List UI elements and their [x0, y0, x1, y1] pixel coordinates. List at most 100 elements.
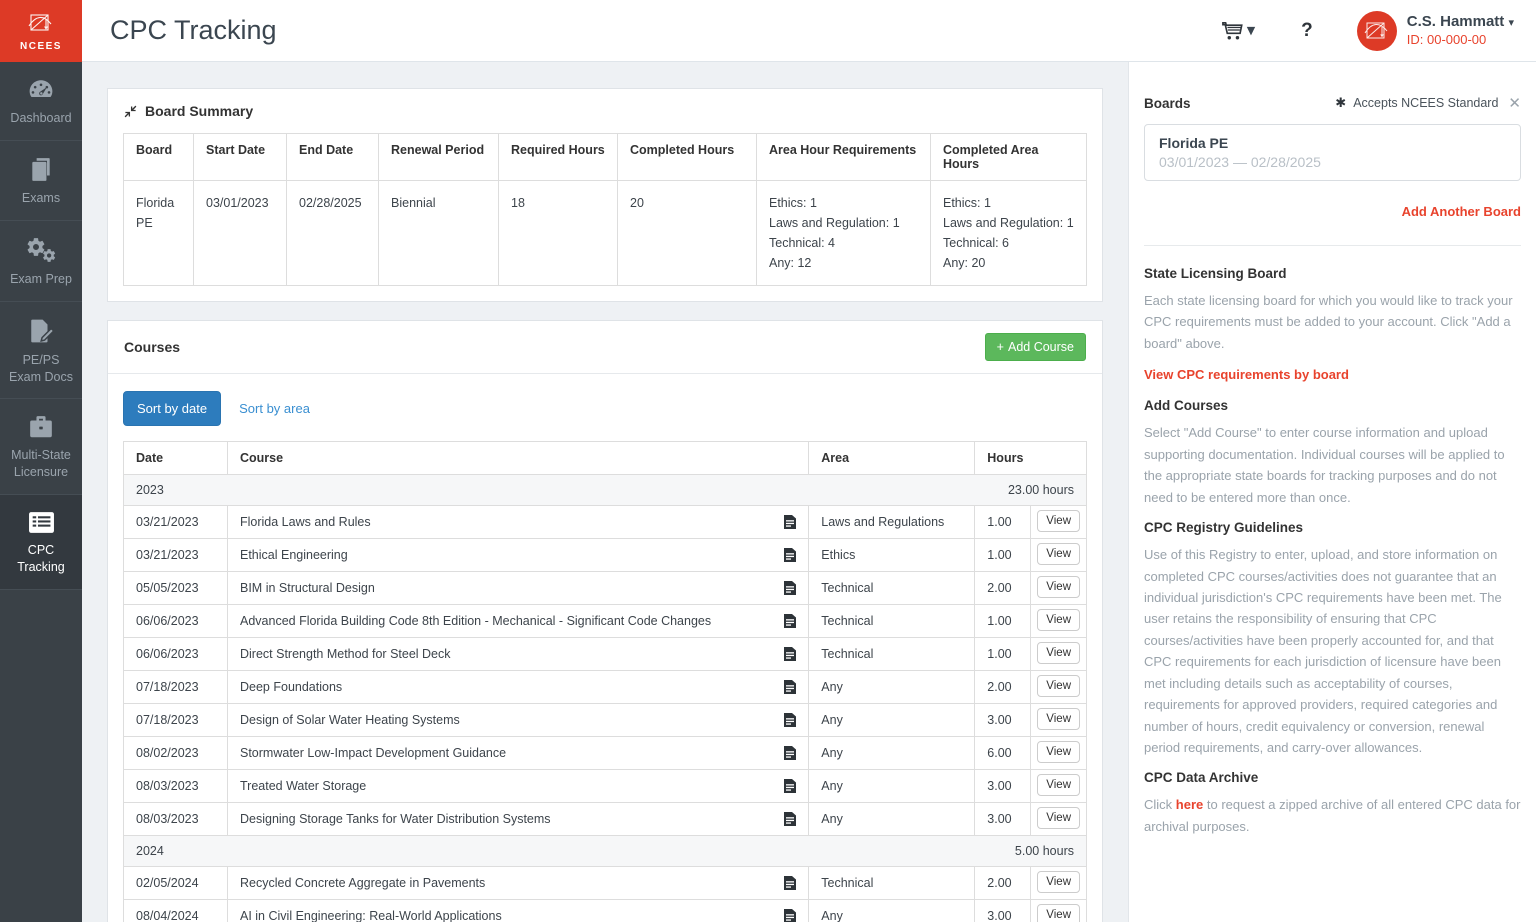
sidebar-item-multi-state-licensure[interactable]: Multi-StateLicensure — [0, 399, 82, 495]
course-row: 03/21/2023Ethical EngineeringEthics1.00V… — [124, 539, 1087, 572]
main-content: Board Summary Board Start Date End Date … — [82, 62, 1128, 922]
courses-header: Courses + Add Course — [108, 321, 1102, 374]
view-button[interactable]: View — [1037, 675, 1080, 697]
section-heading: Add Courses — [1144, 398, 1521, 413]
column-header: Hours — [975, 442, 1087, 475]
sidebar-item-label: Exams — [22, 190, 60, 207]
course-title: Deep Foundations — [240, 680, 342, 694]
course-title: Treated Water Storage — [240, 779, 366, 793]
view-button[interactable]: View — [1037, 609, 1080, 631]
completed-area-line: Ethics: 1 — [943, 193, 1074, 213]
sidebar-item-pe-ps-exam-docs[interactable]: PE/PSExam Docs — [0, 302, 82, 400]
year-group-row: 20245.00 hours — [124, 836, 1087, 867]
courses-title: Courses — [124, 339, 180, 355]
left-sidebar: Dashboard Exams Exam Prep PE/PSExam Docs… — [0, 62, 82, 922]
course-row: 02/05/2024Recycled Concrete Aggregate in… — [124, 867, 1087, 900]
area-req-line: Ethics: 1 — [769, 193, 918, 213]
course-hours: 3.00 — [975, 704, 1031, 737]
course-area: Ethics — [809, 539, 975, 572]
course-date: 07/18/2023 — [124, 704, 228, 737]
course-hours: 1.00 — [975, 506, 1031, 539]
courses-table: Date Course Area Hours 202323.00 hours03… — [123, 441, 1087, 922]
course-date: 08/04/2024 — [124, 900, 228, 922]
board-summary-row: Florida PE 03/01/2023 02/28/2025 Biennia… — [124, 181, 1087, 286]
view-button[interactable]: View — [1037, 871, 1080, 893]
course-title: Advanced Florida Building Code 8th Editi… — [240, 614, 711, 628]
cart-menu[interactable]: ▼ — [1221, 21, 1255, 41]
archive-here-link[interactable]: here — [1176, 797, 1203, 812]
sidebar-item-cpc-tracking[interactable]: CPCTracking — [0, 495, 82, 590]
course-title: Direct Strength Method for Steel Deck — [240, 647, 451, 661]
view-button[interactable]: View — [1037, 741, 1080, 763]
book-icon — [29, 157, 53, 182]
course-area: Technical — [809, 867, 975, 900]
view-button[interactable]: View — [1037, 708, 1080, 730]
asterisk-icon: ✱ — [1335, 96, 1346, 111]
course-date: 07/18/2023 — [124, 671, 228, 704]
course-row: 06/06/2023 Advanced Florida Building Code… — [124, 605, 1087, 638]
page-title: CPC Tracking — [110, 15, 277, 46]
course-row: 07/18/2023Deep FoundationsAny2.00View — [124, 671, 1087, 704]
user-name: C.S. Hammatt ▾ — [1407, 13, 1514, 32]
view-button[interactable]: View — [1037, 576, 1080, 598]
accepts-ncees-standard: ✱ Accepts NCEES Standard — [1335, 96, 1498, 111]
sort-by-date-button[interactable]: Sort by date — [123, 391, 221, 426]
course-title: Stormwater Low-Impact Development Guidan… — [240, 746, 506, 760]
sidebar-item-exams[interactable]: Exams — [0, 141, 82, 221]
briefcase-icon — [28, 415, 54, 439]
board-card-florida-pe[interactable]: Florida PE 03/01/2023 — 02/28/2025 — [1144, 124, 1521, 181]
view-button[interactable]: View — [1037, 543, 1080, 565]
close-icon[interactable]: ✕ — [1508, 94, 1521, 112]
gauge-icon — [28, 78, 54, 102]
view-button[interactable]: View — [1037, 642, 1080, 664]
course-title: Florida Laws and Rules — [240, 515, 371, 529]
area-req-line: Any: 12 — [769, 253, 918, 273]
completed-hours-cell: 20 — [618, 181, 757, 286]
view-button[interactable]: View — [1037, 807, 1080, 829]
help-icon[interactable]: ? — [1301, 20, 1313, 42]
course-row: 06/06/2023Direct Strength Method for Ste… — [124, 638, 1087, 671]
section-cpc-registry-guidelines: CPC Registry Guidelines Use of this Regi… — [1144, 520, 1521, 758]
document-icon — [784, 614, 796, 628]
group-year: 2024 — [136, 844, 164, 858]
add-another-board-link[interactable]: Add Another Board — [1402, 204, 1521, 219]
course-row: 08/03/2023Designing Storage Tanks for Wa… — [124, 803, 1087, 836]
course-date: 08/03/2023 — [124, 803, 228, 836]
document-icon — [784, 647, 796, 661]
course-date: 03/21/2023 — [124, 506, 228, 539]
sidebar-item-dashboard[interactable]: Dashboard — [0, 62, 82, 141]
course-area: Laws and Regulations — [809, 506, 975, 539]
end-date-cell: 02/28/2025 — [287, 181, 379, 286]
list-icon — [28, 511, 55, 534]
view-button[interactable]: View — [1037, 774, 1080, 796]
sort-by-area-link[interactable]: Sort by area — [239, 401, 310, 416]
ncees-logo[interactable]: NCEES — [0, 0, 82, 62]
column-header: Completed Hours — [618, 134, 757, 181]
sidebar-item-exam-prep[interactable]: Exam Prep — [0, 221, 82, 302]
course-date: 08/03/2023 — [124, 770, 228, 803]
top-bar: NCEES CPC Tracking ▼ ? — [0, 0, 1536, 62]
column-header: Course — [228, 442, 809, 475]
course-title: Design of Solar Water Heating Systems — [240, 713, 460, 727]
document-icon — [784, 779, 796, 793]
ncees-logo-glyph — [26, 9, 56, 39]
section-cpc-data-archive: CPC Data Archive Click here to request a… — [1144, 770, 1521, 837]
completed-area-hours-cell: Ethics: 1 Laws and Regulation: 1 Technic… — [931, 181, 1087, 286]
view-button[interactable]: View — [1037, 510, 1080, 532]
course-date: 06/06/2023 — [124, 605, 228, 638]
course-date: 08/02/2023 — [124, 737, 228, 770]
view-cpc-requirements-link[interactable]: View CPC requirements by board — [1144, 367, 1349, 382]
add-course-button[interactable]: + Add Course — [985, 333, 1086, 361]
user-menu[interactable]: C.S. Hammatt ▾ ID: 00-000-00 — [1357, 11, 1514, 51]
courses-table-body: 202323.00 hours03/21/2023Florida Laws an… — [124, 475, 1087, 922]
cart-icon — [1221, 21, 1243, 41]
section-heading: CPC Data Archive — [1144, 770, 1521, 785]
column-header: Date — [124, 442, 228, 475]
document-icon — [784, 680, 796, 694]
course-hours: 3.00 — [975, 803, 1031, 836]
divider — [1144, 245, 1521, 246]
avatar — [1357, 11, 1397, 51]
course-row: 08/04/2024AI in Civil Engineering: Real-… — [124, 900, 1087, 922]
section-body: Select "Add Course" to enter course info… — [1144, 422, 1521, 508]
view-button[interactable]: View — [1037, 904, 1080, 922]
